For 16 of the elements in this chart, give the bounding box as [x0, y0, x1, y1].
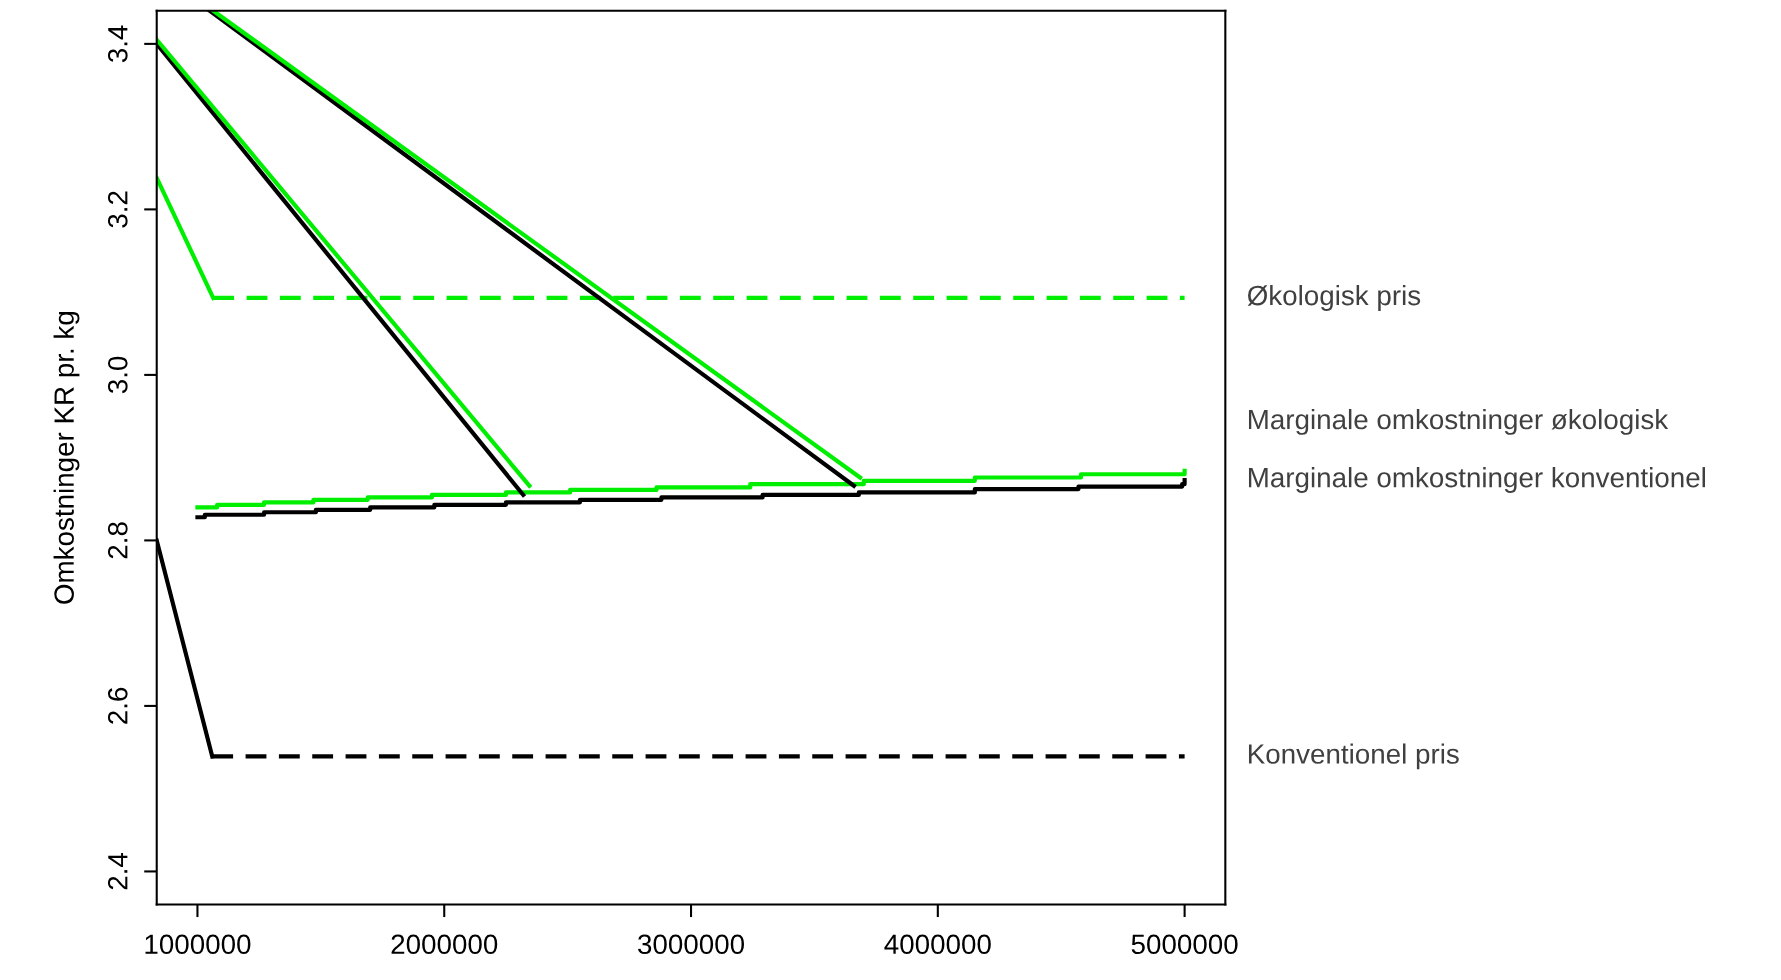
x-tick-label: 1000000	[145, 934, 251, 955]
text: Marginale omkostninger økologisk	[1248, 408, 1669, 435]
y-tick-label: 2.6	[107, 687, 128, 724]
x-tick-label: 3000000	[638, 934, 745, 955]
y-tick-label: 2.4	[107, 852, 128, 890]
y-tick-label: 2.8	[107, 522, 128, 559]
y-tick-label: 3.0	[107, 356, 128, 394]
text: Marginale omkostninger konventionel	[1248, 467, 1705, 493]
y-tick-label: 3.2	[107, 191, 128, 228]
x-tick-label: 5000000	[1131, 934, 1238, 955]
x-tick-label: 2000000	[391, 934, 498, 955]
x-tick-label: 4000000	[884, 934, 991, 955]
text: Økologisk pris	[1247, 284, 1421, 311]
y-axis-title: Omkostninger KR pr. kg	[53, 312, 80, 604]
text: Konventionel pris	[1248, 743, 1459, 770]
y-tick-label: 3.4	[107, 25, 128, 63]
